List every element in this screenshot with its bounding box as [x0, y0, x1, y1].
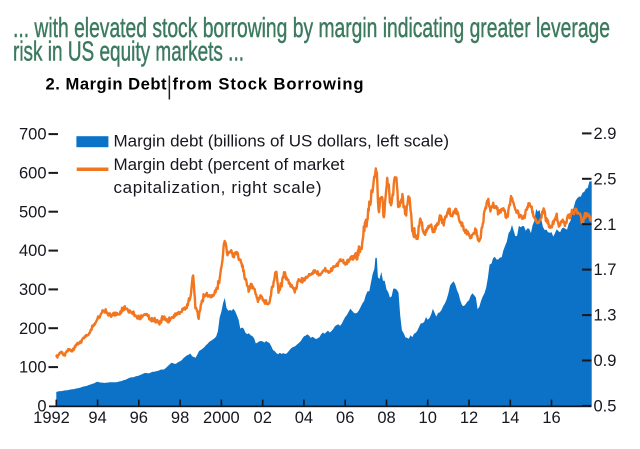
svg-text:2.9: 2.9 [594, 125, 617, 143]
svg-text:capitalization, right scale): capitalization, right scale) [114, 178, 322, 197]
svg-text:06: 06 [336, 409, 354, 427]
svg-text:700: 700 [19, 126, 47, 144]
svg-text:from Stock Borrowing: from Stock Borrowing [173, 75, 364, 94]
svg-text:Margin debt (percent of market: Margin debt (percent of market [114, 155, 345, 174]
svg-text:04: 04 [295, 409, 313, 427]
svg-text:500: 500 [19, 203, 47, 221]
svg-text:... with elevated stock borrow: ... with elevated stock borrowing by mar… [13, 12, 610, 43]
svg-text:16: 16 [542, 409, 560, 427]
svg-text:98: 98 [171, 409, 189, 427]
svg-text:0.9: 0.9 [594, 352, 617, 370]
svg-text:400: 400 [19, 242, 47, 260]
svg-text:1.7: 1.7 [594, 261, 617, 279]
svg-text:2.5: 2.5 [594, 170, 617, 188]
svg-text:10: 10 [419, 409, 437, 427]
svg-text:100: 100 [19, 359, 47, 377]
svg-text:300: 300 [19, 281, 47, 299]
svg-text:600: 600 [19, 165, 47, 183]
svg-text:0: 0 [37, 398, 46, 416]
svg-text:2000: 2000 [203, 409, 240, 427]
svg-text:1992: 1992 [33, 409, 70, 427]
svg-text:1.3: 1.3 [594, 307, 617, 325]
svg-text:Margin debt (billions of US do: Margin debt (billions of US dollars, lef… [114, 132, 450, 151]
svg-text:02: 02 [254, 409, 272, 427]
svg-text:200: 200 [19, 320, 47, 338]
svg-text:2. Margin Debt: 2. Margin Debt [46, 75, 167, 94]
svg-text:12: 12 [460, 409, 478, 427]
svg-text:08: 08 [377, 409, 395, 427]
svg-text:96: 96 [130, 409, 148, 427]
svg-text:2.1: 2.1 [594, 216, 617, 234]
svg-text:0.5: 0.5 [594, 398, 617, 416]
svg-text:94: 94 [88, 409, 106, 427]
svg-text:risk in US equity markets ...: risk in US equity markets ... [13, 36, 244, 67]
svg-text:14: 14 [501, 409, 519, 427]
